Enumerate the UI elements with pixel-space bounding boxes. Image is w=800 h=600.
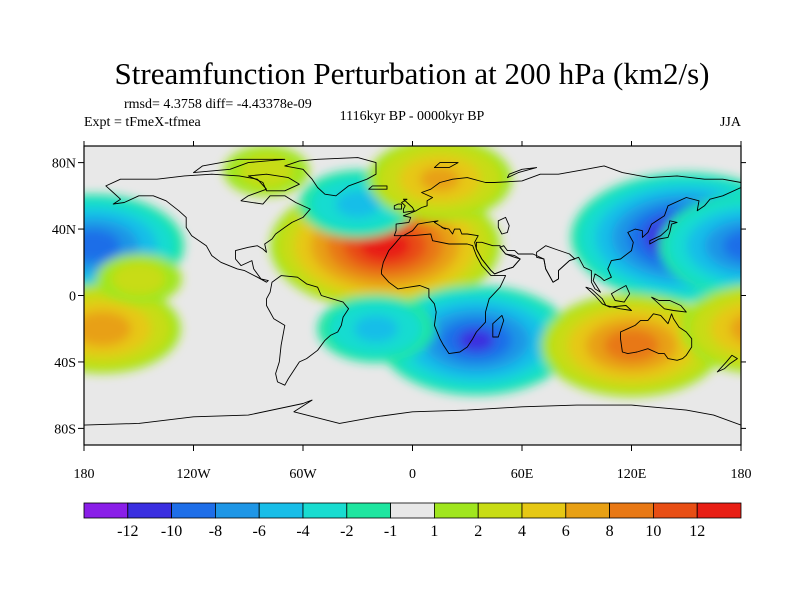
colorbar-swatch bbox=[696, 502, 742, 519]
colorbar-swatch bbox=[565, 502, 610, 519]
colorbar-label: 12 bbox=[689, 523, 705, 540]
field-feature-australia-high bbox=[540, 293, 723, 397]
contour-band bbox=[335, 190, 380, 218]
colorbar-swatch bbox=[214, 502, 260, 519]
colorbar-swatch bbox=[433, 502, 479, 519]
contour-band-wrap bbox=[740, 325, 741, 333]
coastlines bbox=[84, 157, 741, 426]
coastline-africa bbox=[381, 233, 507, 355]
coastline-arctic-islands bbox=[193, 158, 286, 174]
contour-band bbox=[420, 167, 460, 192]
coastline-north-america bbox=[105, 173, 311, 283]
coastline-baffin bbox=[247, 173, 300, 192]
coastline-madagascar bbox=[492, 314, 505, 338]
field-feature-tropical-pacific-positive bbox=[95, 253, 182, 305]
colorbar-swatch bbox=[83, 502, 129, 519]
coastline-ireland bbox=[393, 203, 403, 210]
coastline-greenland bbox=[284, 157, 377, 197]
coastline-arabia-block bbox=[475, 241, 521, 275]
colorbar-swatch bbox=[171, 502, 216, 519]
coastline-caspian bbox=[497, 216, 510, 235]
y-tick-label: 40S bbox=[54, 356, 76, 371]
coastline-indonesia bbox=[585, 286, 632, 311]
colorbar: -12 -10 -8 -6 -4 -2 -1 1 2 4 6 8 10 12 bbox=[83, 502, 742, 540]
coastline-iceland bbox=[368, 185, 388, 190]
coastline-svalbard bbox=[433, 162, 459, 169]
coastline-japan bbox=[649, 220, 678, 245]
colorbar-label: -2 bbox=[340, 523, 353, 540]
coastline-novaya-zemlya bbox=[506, 167, 538, 179]
colorbar-swatch bbox=[477, 502, 523, 519]
colorbar-label: 2 bbox=[474, 523, 482, 540]
y-tick-label: 0 bbox=[69, 290, 76, 305]
coastline-australia bbox=[620, 313, 693, 361]
colorbar-swatch bbox=[302, 502, 348, 519]
colorbar-swatch bbox=[258, 502, 304, 519]
coastline-antarctic-edge bbox=[84, 399, 741, 426]
x-tick-label: 120E bbox=[617, 467, 647, 482]
contour-band bbox=[239, 154, 294, 187]
contour-band bbox=[368, 235, 403, 257]
colorbar-swatch bbox=[390, 502, 435, 519]
right-subtitle: JJA bbox=[720, 115, 742, 130]
contour-band bbox=[84, 317, 122, 341]
x-axis: 180 120W 60W 0 60E 120E 180 bbox=[74, 141, 752, 482]
colorbar-label: 8 bbox=[606, 523, 614, 540]
field-feature-southern-africa-low bbox=[379, 285, 574, 396]
colorbar-label: -12 bbox=[117, 523, 138, 540]
field-feature-arctic-positive bbox=[223, 146, 310, 197]
coastline-new-guinea bbox=[651, 296, 687, 313]
contour-band bbox=[458, 329, 495, 352]
contour-band bbox=[354, 315, 398, 342]
center-subtitle: 1116kyr BP - 0000kyr BP bbox=[340, 109, 485, 124]
x-tick-label: 60W bbox=[289, 467, 317, 482]
x-tick-label: 0 bbox=[409, 467, 416, 482]
x-tick-label: 120W bbox=[176, 467, 211, 482]
x-tick-label: 180 bbox=[731, 467, 752, 482]
colorbar-swatch bbox=[346, 502, 391, 519]
colorbar-label: 4 bbox=[518, 523, 526, 540]
field-feature-south-atlantic-low bbox=[317, 294, 435, 363]
coastline-new-zealand bbox=[716, 354, 738, 373]
colorbar-label: 10 bbox=[645, 523, 661, 540]
colorbar-swatch bbox=[127, 502, 173, 519]
left-subtitle: Expt = tFmeX-tfmea bbox=[84, 115, 202, 130]
colorbar-label: -8 bbox=[209, 523, 222, 540]
coastline-british-isles bbox=[401, 198, 415, 213]
coastline-south-america bbox=[266, 275, 350, 386]
colorbar-label: -4 bbox=[296, 523, 309, 540]
coastline-borneo bbox=[610, 285, 631, 303]
field-feature-south-pacific-high bbox=[84, 283, 741, 374]
x-tick-label: 60E bbox=[511, 467, 534, 482]
coastline-india bbox=[536, 245, 576, 283]
chart-title: Streamfunction Perturbation at 200 hPa (… bbox=[115, 56, 710, 91]
contour-band bbox=[84, 234, 112, 257]
contour-band-wrap bbox=[704, 219, 741, 272]
y-tick-label: 80N bbox=[52, 157, 76, 172]
contour-field bbox=[84, 146, 741, 397]
plot-area bbox=[83, 145, 742, 446]
colorbar-swatch bbox=[609, 502, 654, 519]
contour-band-wrap bbox=[731, 236, 741, 256]
colorbar-label: -1 bbox=[384, 523, 397, 540]
stats-text: rmsd= 4.3758 diff= -4.43378e-09 bbox=[124, 97, 312, 112]
colorbar-label: -6 bbox=[253, 523, 266, 540]
y-tick-label: 40N bbox=[52, 223, 76, 238]
colorbar-label: 1 bbox=[430, 523, 438, 540]
y-axis: 80N 40N 0 40S 80S bbox=[52, 157, 746, 437]
colorbar-swatch bbox=[521, 502, 567, 519]
contour-band bbox=[112, 262, 166, 295]
contour-band-wrap bbox=[730, 315, 741, 343]
colorbar-label: 6 bbox=[562, 523, 570, 540]
contour-band-wrap bbox=[710, 302, 741, 355]
coastline-eurasia bbox=[393, 165, 741, 293]
contour-band-wrap bbox=[722, 230, 741, 261]
y-tick-label: 80S bbox=[54, 422, 76, 437]
colorbar-label: -10 bbox=[161, 523, 182, 540]
field-feature-scandinavia-high bbox=[367, 146, 512, 221]
colorbar-swatch bbox=[653, 502, 698, 519]
x-tick-label: 180 bbox=[74, 467, 95, 482]
